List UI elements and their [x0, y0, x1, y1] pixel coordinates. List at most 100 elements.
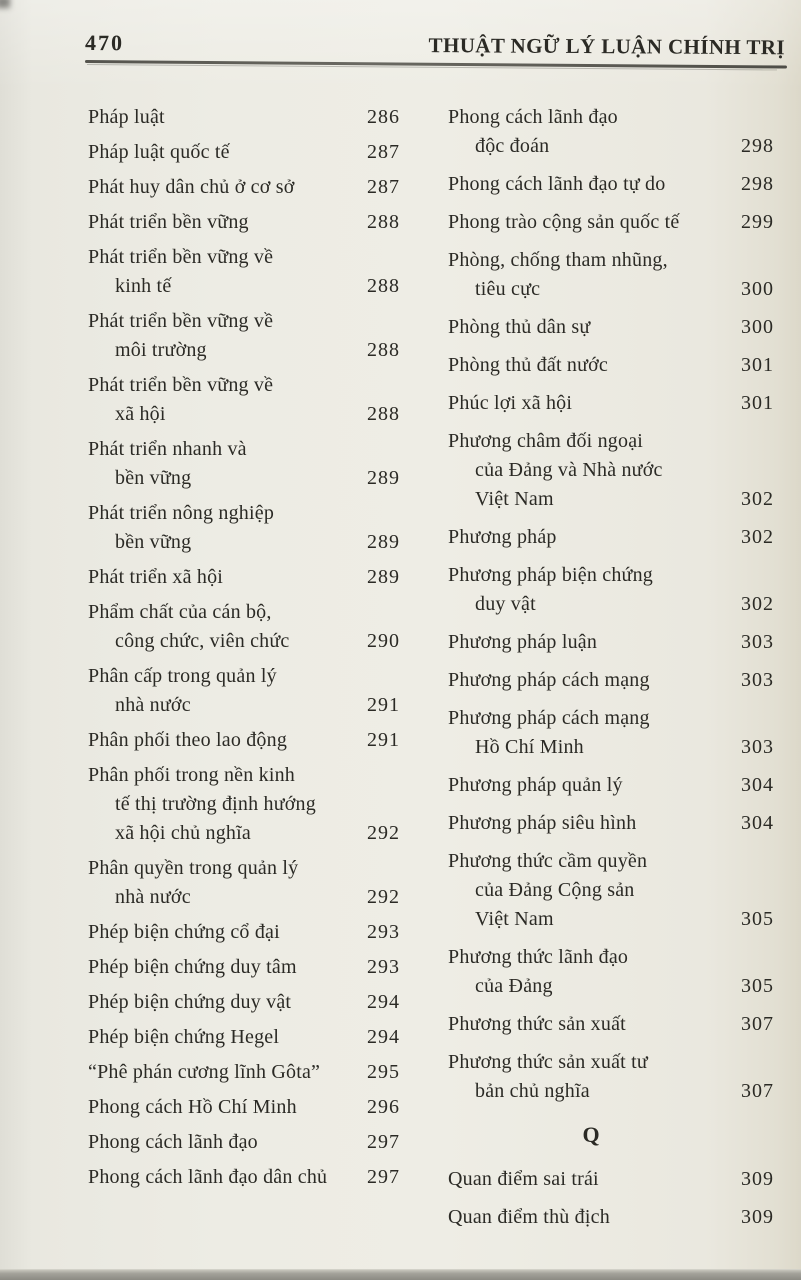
entry-term-line: Phòng thủ đất nước — [448, 354, 609, 376]
entry-page-number: 297 — [367, 1131, 400, 1153]
entry-term: Phép biện chứng Hegel — [88, 1023, 359, 1052]
letter-section-header: Q — [582, 1122, 600, 1147]
index-column-right: Phong cách lãnh đạo độc đoán 298 Phong cách… — [448, 103, 774, 1241]
entry-page-number: 287 — [367, 141, 400, 163]
entry-term: Phòng thủ dân sự — [448, 313, 733, 342]
index-entry: Phong cách Hồ Chí Minh 296 — [88, 1093, 400, 1122]
entry-page-number: 293 — [367, 921, 400, 943]
entry-term-line: Phương pháp cách mạng — [448, 707, 650, 729]
entry-term: Phong cách lãnh đạo tự do — [448, 170, 733, 199]
index-entry: Phẩm chất của cán bộ, công chức, viên chứ… — [88, 598, 400, 656]
entry-term-line: Phát huy dân chủ ở cơ sở — [88, 176, 295, 198]
entry-term-line: Phương pháp biện chứng — [448, 564, 653, 586]
entry-term-line: Phát triển xã hội — [88, 566, 224, 588]
entry-term: Phòng thủ đất nước — [448, 351, 733, 380]
entry-term-line: tế thị trường định hướng — [115, 793, 316, 815]
entry-page-number: 287 — [367, 176, 400, 198]
entry-term-line: Phân phối theo lao động — [88, 729, 288, 751]
entry-term: Phong cách Hồ Chí Minh — [88, 1093, 359, 1122]
entry-term: Phương pháp biện chứng duy vật — [448, 561, 733, 619]
entry-term-line: Phát triển bền vững về — [88, 246, 274, 268]
index-entry: Phép biện chứng duy vật 294 — [88, 988, 400, 1017]
entry-term: Phát triển xã hội — [88, 563, 359, 592]
entry-page-number: 289 — [367, 566, 400, 588]
entry-term: Pháp luật quốc tế — [88, 138, 359, 167]
index-entry: Phong cách lãnh đạo độc đoán 298 — [448, 103, 774, 161]
entry-term-line: độc đoán — [475, 135, 550, 157]
entry-page-number: 303 — [741, 669, 774, 691]
entry-term-line: Phát triển bền vững về — [88, 374, 274, 396]
entry-term-line: Phép biện chứng duy tâm — [88, 956, 297, 978]
entry-term-line: Phép biện chứng Hegel — [88, 1026, 280, 1048]
entry-term: Phân cấp trong quản lý nhà nước — [88, 662, 359, 720]
index-entry: Phương thức lãnh đạo của Đảng 305 — [448, 943, 774, 1001]
entry-term-line: Phương thức cầm quyền — [448, 850, 648, 872]
index-entry: Phát triển nông nghiệp bền vững 289 — [88, 499, 400, 557]
entry-page-number: 307 — [741, 1080, 774, 1102]
entry-term-line: Phân phối trong nền kinh — [88, 764, 296, 786]
entry-term: Phương thức lãnh đạo của Đảng — [448, 943, 733, 1001]
index-entry: Phòng thủ đất nước 301 — [448, 351, 774, 380]
entry-term-line: Phân cấp trong quản lý — [88, 665, 277, 687]
entry-term: Phương pháp luận — [448, 628, 733, 657]
entry-term-line: của Đảng — [475, 975, 553, 997]
index-entry: Phát triển bền vững 288 — [88, 208, 400, 237]
entry-term: Phương pháp quản lý — [448, 771, 733, 800]
scan-corner-smudge — [0, 0, 10, 8]
entry-page-number: 292 — [367, 886, 400, 908]
entry-term-line: Phương pháp — [448, 526, 557, 548]
index-entry: Phương pháp siêu hình 304 — [448, 809, 774, 838]
entry-term-line: công chức, viên chức — [115, 630, 290, 652]
entry-term: Phong cách lãnh đạo độc đoán — [448, 103, 733, 161]
entry-page-number: 295 — [367, 1061, 400, 1083]
folio-page-number: 470 — [84, 30, 125, 56]
index-entry: Phong cách lãnh đạo 297 — [88, 1128, 400, 1157]
entry-term: Phát triển bền vững — [88, 208, 359, 237]
entry-term-line: xã hội chủ nghĩa — [115, 822, 251, 844]
entry-term: Phẩm chất của cán bộ, công chức, viên chứ… — [88, 598, 359, 656]
index-entry: Phương thức sản xuất 307 — [448, 1010, 774, 1039]
index-entry: Phương thức sản xuất tư bản chủ nghĩa 307 — [448, 1048, 774, 1106]
entry-page-number: 291 — [367, 729, 400, 751]
entry-term-line: của Đảng và Nhà nước — [475, 459, 663, 481]
entry-page-number: 303 — [741, 736, 774, 758]
index-entry: Phòng, chống tham nhũng, tiêu cực 300 — [448, 246, 774, 304]
entry-term: Phép biện chứng duy tâm — [88, 953, 359, 982]
entry-term: Phương pháp — [448, 523, 733, 552]
entry-term: Phương thức sản xuất — [448, 1010, 733, 1039]
entry-page-number: 304 — [741, 812, 774, 834]
entry-term: Phát triển nông nghiệp bền vững — [88, 499, 359, 557]
index-entry: Phân cấp trong quản lý nhà nước 291 — [88, 662, 400, 720]
entry-page-number: 299 — [741, 211, 774, 233]
index-entry: Phương pháp biện chứng duy vật 302 — [448, 561, 774, 619]
entry-term: Phương pháp cách mạng — [448, 666, 733, 695]
entry-page-number: 300 — [741, 316, 774, 338]
entry-term-line: Phương pháp siêu hình — [448, 812, 637, 834]
entry-term: “Phê phán cương lĩnh Gôta” — [88, 1058, 359, 1087]
entry-term-line: Phong trào cộng sản quốc tế — [448, 211, 680, 233]
index-entry: Phương thức cầm quyền của Đảng Cộng sản Vi… — [448, 847, 774, 934]
entry-term-line: Hồ Chí Minh — [475, 736, 584, 758]
entry-term-line: Phân quyền trong quản lý — [88, 857, 299, 879]
entry-term-line: Phúc lợi xã hội — [448, 392, 573, 414]
entry-term-line: xã hội — [115, 403, 166, 425]
entry-term-line: nhà nước — [115, 694, 191, 716]
entry-term: Phép biện chứng duy vật — [88, 988, 359, 1017]
entry-page-number: 301 — [741, 392, 774, 414]
entry-term: Phát huy dân chủ ở cơ sở — [88, 173, 359, 202]
entry-term: Phúc lợi xã hội — [448, 389, 733, 418]
index-entry: Phân quyền trong quản lý nhà nước 292 — [88, 854, 400, 912]
entry-term-line: Phương thức lãnh đạo — [448, 946, 629, 968]
entry-page-number: 301 — [741, 354, 774, 376]
entry-term-line: Phương châm đối ngoại — [448, 430, 644, 452]
entry-term: Phong trào cộng sản quốc tế — [448, 208, 733, 237]
entry-term-line: Phong cách lãnh đạo — [88, 1131, 258, 1153]
entry-page-number: 300 — [741, 278, 774, 300]
entry-term-line: bản chủ nghĩa — [475, 1080, 590, 1102]
index-entry: Phát triển bền vững về xã hội 288 — [88, 371, 400, 429]
entry-page-number: 288 — [367, 275, 400, 297]
entry-term-line: nhà nước — [115, 886, 191, 908]
entry-term-line: Phép biện chứng duy vật — [88, 991, 292, 1013]
index-entry: Phương châm đối ngoại của Đảng và Nhà nướ… — [448, 427, 774, 514]
